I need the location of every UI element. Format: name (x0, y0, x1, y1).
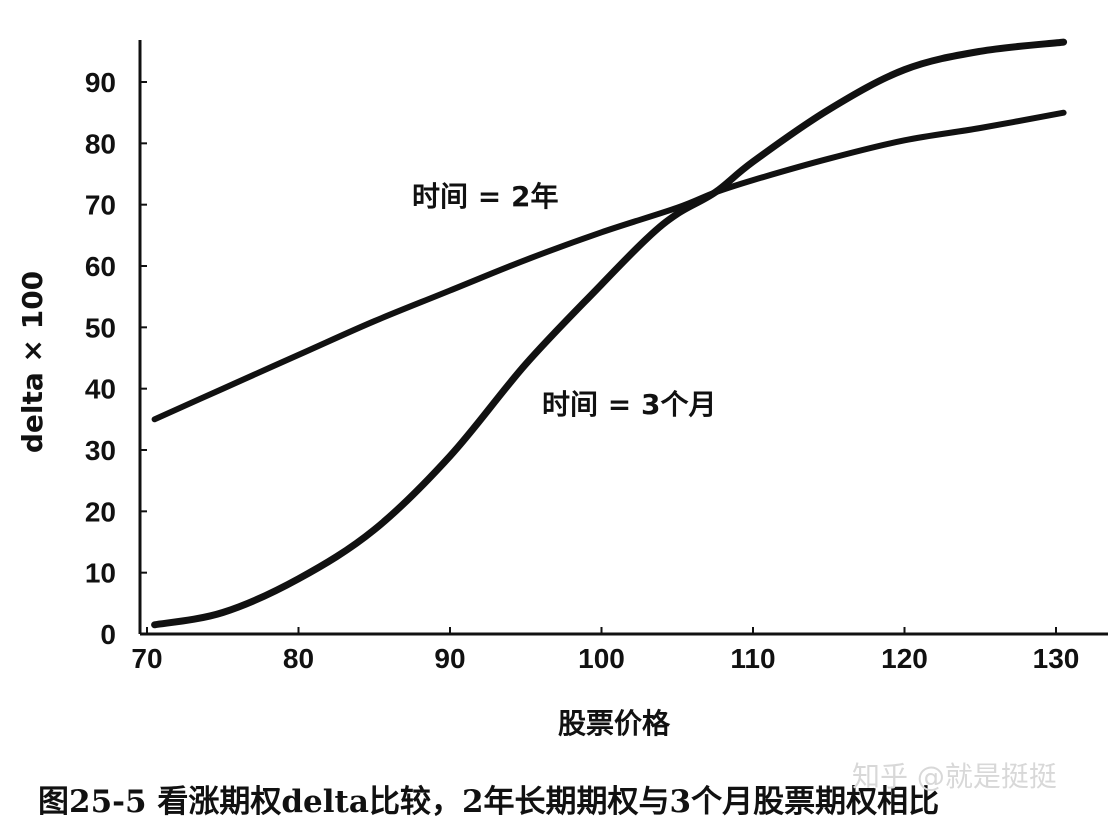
y-tick-label: 40 (85, 374, 116, 405)
x-tick-label: 110 (730, 643, 775, 674)
figure-caption: 图25-5 看涨期权delta比较，2年长期期权与3个月股票期权相比 (38, 784, 939, 820)
y-tick-label: 0 (100, 619, 116, 650)
x-tick-label: 120 (881, 643, 928, 674)
annotation-3-month: 时间 = 3个月 (542, 388, 716, 421)
y-tick-label: 90 (85, 67, 116, 98)
x-tick-label: 100 (578, 643, 625, 674)
x-tick-label: 90 (434, 643, 465, 674)
y-axis-label: delta × 100 (16, 271, 49, 453)
y-tick-label: 60 (85, 251, 116, 282)
y-tick-label: 30 (85, 435, 116, 466)
x-tick-label: 130 (1033, 643, 1080, 674)
y-tick-label: 80 (85, 128, 116, 159)
series-line-2-year (151, 109, 1067, 423)
series-line-3-month (151, 38, 1068, 629)
x-tick-label: 80 (283, 643, 314, 674)
series-lines (151, 38, 1068, 629)
y-tick-label: 10 (85, 558, 116, 589)
annotation-2-year: 时间 = 2年 (412, 180, 558, 213)
y-tick-label: 50 (85, 312, 116, 343)
watermark: 知乎 @就是挺挺 (852, 760, 1057, 793)
tick-labels: 0 10 20 30 40 50 60 70 80 90 70 80 90 100 110 120 130 (85, 67, 1080, 674)
x-tick-label: 70 (131, 643, 162, 674)
y-tick-label: 20 (85, 496, 116, 527)
x-axis-label: 股票价格 (558, 707, 671, 740)
y-tick-label: 70 (85, 190, 116, 221)
axes (138, 40, 1108, 636)
